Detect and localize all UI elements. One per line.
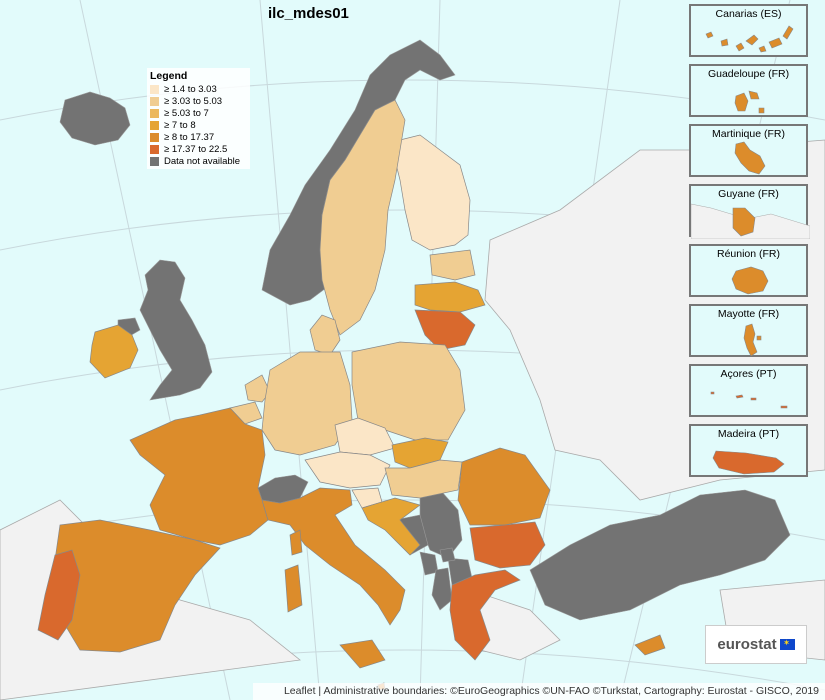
inset-guadeloupe[interactable]: Guadeloupe (FR) (689, 64, 808, 117)
legend-swatch (150, 96, 159, 106)
france[interactable] (129, 407, 269, 546)
legend-swatch (150, 84, 159, 94)
inset-canarias[interactable]: Canarias (ES) (689, 4, 808, 57)
inset-shape (705, 25, 794, 53)
legend-swatch (150, 156, 159, 166)
map-attribution: Leaflet | Administrative boundaries: ©Eu… (253, 683, 825, 700)
inset-shape (734, 141, 766, 175)
inset-shape (710, 391, 788, 409)
austria[interactable] (304, 451, 391, 489)
eu-flag-icon (779, 639, 795, 650)
inset-shape (734, 90, 765, 114)
albania[interactable] (431, 567, 453, 611)
attribution-text[interactable]: Leaflet | Administrative boundaries: ©Eu… (283, 685, 819, 697)
turkey[interactable] (529, 489, 791, 621)
countries-data (37, 99, 666, 691)
inset-label: Martinique (FR) (712, 128, 785, 140)
germany[interactable] (261, 351, 353, 456)
kosovo[interactable] (439, 547, 456, 563)
legend-item: ≥ 5.03 to 7 (150, 107, 247, 119)
countries-no-data (59, 39, 791, 621)
inset-madeira[interactable]: Madeira (PT) (689, 424, 808, 477)
hungary[interactable] (384, 459, 463, 499)
sardinia[interactable] (284, 564, 303, 613)
inset-shape (743, 323, 762, 357)
inset-shape (731, 266, 769, 295)
legend-item: Data not available (150, 155, 247, 167)
legend-swatch (150, 120, 159, 130)
legend-label: ≥ 3.03 to 5.03 (164, 95, 223, 107)
inset-label: Açores (PT) (720, 368, 777, 380)
greece[interactable] (449, 569, 521, 661)
legend: Legend ≥ 1.4 to 3.03 ≥ 3.03 to 5.03 ≥ 5.… (147, 68, 250, 169)
inset-label: Réunion (FR) (716, 248, 781, 260)
legend-item: ≥ 3.03 to 5.03 (150, 95, 247, 107)
corsica[interactable] (289, 529, 303, 556)
map-title: ilc_mdes01 (268, 5, 349, 22)
logo-text: eurostat (717, 636, 777, 653)
inset-label: Canarias (ES) (715, 8, 782, 20)
legend-swatch (150, 108, 159, 118)
legend-label: Data not available (164, 155, 241, 167)
inset-reunion[interactable]: Réunion (FR) (689, 244, 808, 297)
cyprus[interactable] (634, 634, 666, 656)
iceland[interactable] (59, 91, 131, 146)
finland[interactable] (394, 134, 471, 251)
serbia[interactable] (419, 491, 463, 559)
montenegro[interactable] (419, 551, 439, 576)
ireland[interactable] (89, 324, 139, 379)
romania[interactable] (457, 447, 551, 526)
sweden[interactable] (319, 99, 406, 336)
sicily[interactable] (339, 639, 386, 669)
uk[interactable] (139, 259, 213, 401)
legend-label: ≥ 1.4 to 3.03 (164, 83, 217, 95)
inset-acores[interactable]: Açores (PT) (689, 364, 808, 417)
inset-martinique[interactable]: Martinique (FR) (689, 124, 808, 177)
bulgaria[interactable] (469, 521, 546, 569)
legend-label: ≥ 7 to 8 (164, 119, 196, 131)
portugal[interactable] (37, 549, 81, 641)
italy[interactable] (261, 487, 406, 626)
legend-label: ≥ 17.37 to 22.5 (164, 143, 228, 155)
lithuania[interactable] (414, 309, 476, 351)
inset-label: Mayotte (FR) (717, 308, 780, 320)
legend-swatch (150, 144, 159, 154)
inset-label: Madeira (PT) (717, 428, 780, 440)
inset-shape (691, 203, 810, 239)
eurostat-logo: eurostat (705, 625, 807, 664)
croatia[interactable] (361, 497, 421, 556)
latvia[interactable] (414, 281, 486, 313)
legend-item: ≥ 8 to 17.37 (150, 131, 247, 143)
legend-item: ≥ 17.37 to 22.5 (150, 143, 247, 155)
legend-title: Legend (150, 70, 188, 82)
poland[interactable] (351, 341, 466, 441)
inset-shape (712, 450, 785, 475)
estonia[interactable] (429, 249, 476, 281)
legend-label: ≥ 8 to 17.37 (164, 131, 215, 143)
legend-item: ≥ 7 to 8 (150, 119, 247, 131)
legend-swatch (150, 132, 159, 142)
denmark[interactable] (309, 314, 341, 356)
inset-guyane[interactable]: Guyane (FR) (689, 184, 810, 239)
inset-label: Guyane (FR) (718, 188, 779, 200)
legend-label: ≥ 5.03 to 7 (164, 107, 209, 119)
inset-label: Guadeloupe (FR) (707, 68, 790, 80)
legend-item: ≥ 1.4 to 3.03 (150, 83, 247, 95)
inset-mayotte[interactable]: Mayotte (FR) (689, 304, 808, 357)
